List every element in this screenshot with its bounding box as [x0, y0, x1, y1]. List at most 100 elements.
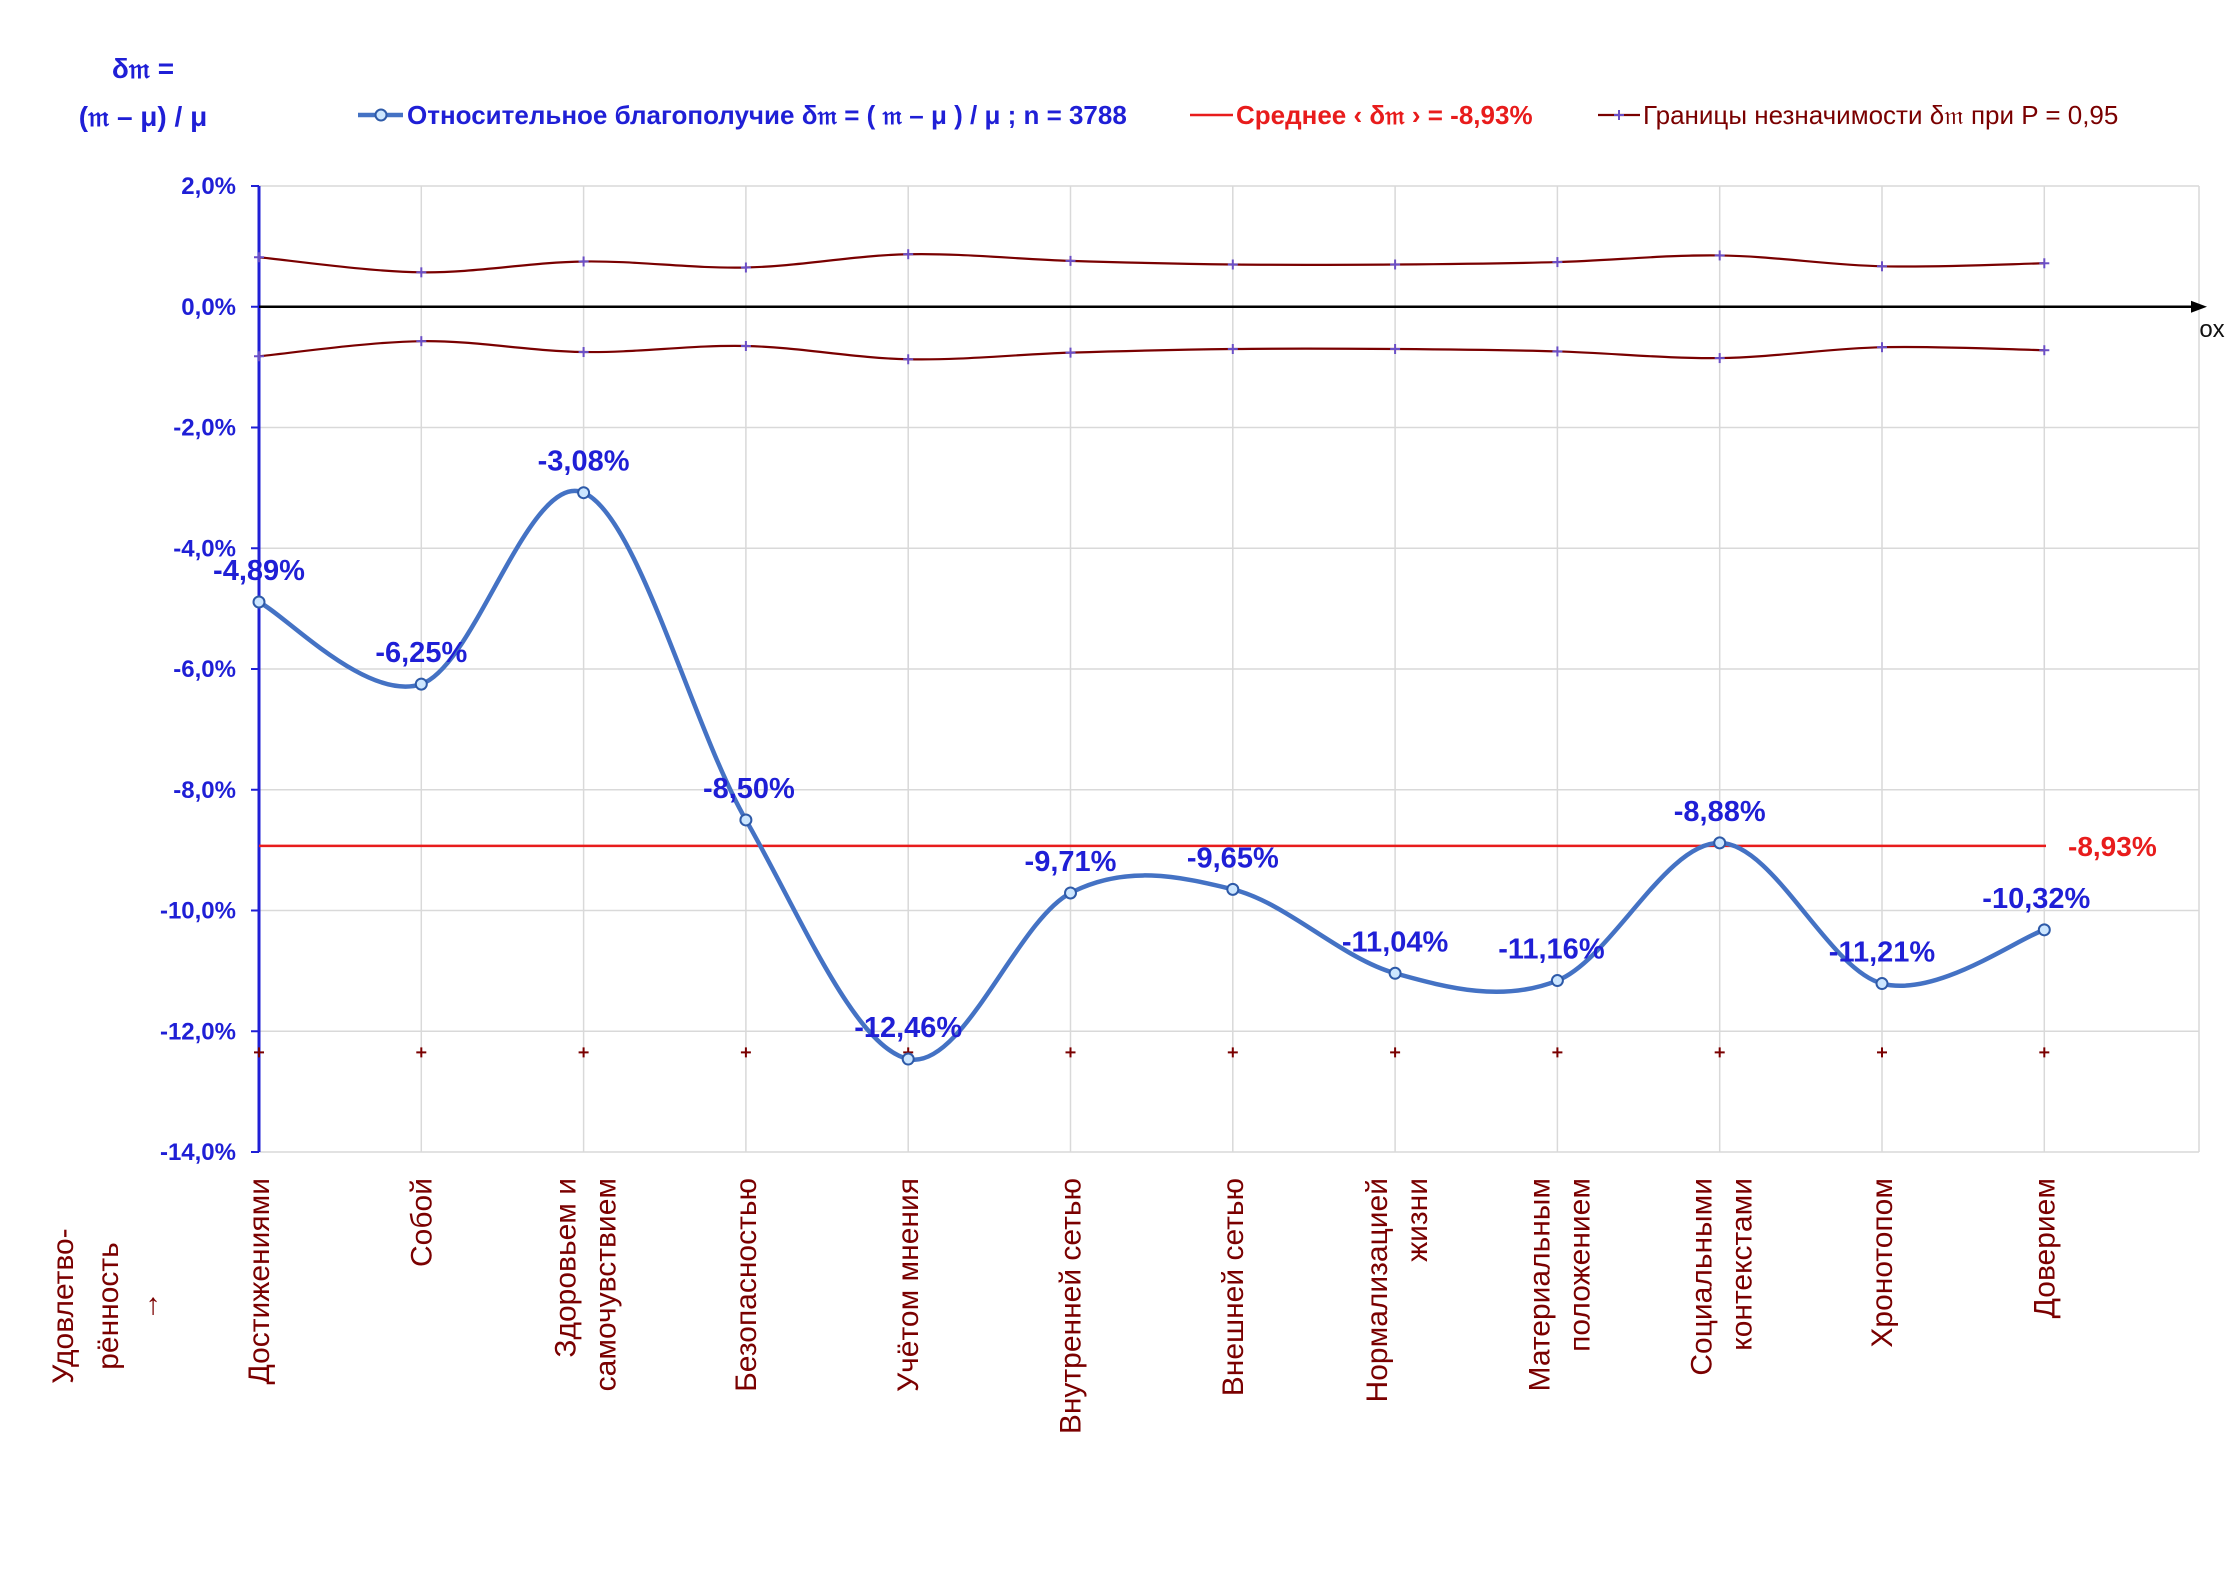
category-label-line: Собой	[405, 1178, 438, 1267]
upper-bound-point	[2039, 258, 2050, 269]
category-label: Достижениями	[243, 1178, 276, 1385]
category-label-line: жизни	[1401, 1178, 1434, 1262]
significance-bounds	[254, 249, 2050, 1058]
category-label: Хронотопом	[1866, 1178, 1899, 1348]
y-tick-label: 2,0%	[181, 173, 236, 200]
legend-marker-bounds	[1614, 110, 1624, 120]
category-label-line: Учётом мнения	[892, 1178, 925, 1392]
data-label: -9,71%	[1025, 846, 1117, 878]
bound-row-marker	[578, 1047, 589, 1058]
upper-bound-point	[1714, 250, 1725, 261]
category-label: Здоровьем и самочувствием	[550, 1178, 623, 1391]
bound-row-marker	[1552, 1047, 1563, 1058]
lower-bound-point	[254, 351, 264, 362]
data-point	[2037, 923, 2051, 937]
upper-bound-line	[258, 252, 2045, 274]
category-label: Материальным положением	[1523, 1178, 1596, 1391]
mean-value-label: -8,93%	[2068, 831, 2157, 862]
axes	[251, 185, 2207, 1153]
lower-bound-point	[1714, 353, 1725, 364]
data-point	[1226, 882, 1240, 896]
bound-row-marker	[254, 1047, 264, 1058]
data-label: -11,16%	[1498, 934, 1605, 966]
lower-bound-point	[1552, 346, 1563, 357]
data-label: -10,32%	[1982, 883, 2090, 915]
data-point	[1875, 977, 1889, 991]
data-label: -9,65%	[1187, 842, 1279, 874]
y-axis-title-line1: δ𝔪 =	[112, 53, 174, 84]
data-label: -4,89%	[213, 555, 305, 587]
y-tick-label: -2,0%	[173, 415, 236, 442]
category-label: Доверием	[2028, 1178, 2061, 1318]
x-row-title-line: Удовлетво-	[47, 1228, 80, 1383]
legend-item-bounds: Границы незначимости δ𝔪 при P = 0,95	[1598, 100, 2118, 130]
category-label-line: Здоровьем и	[550, 1178, 583, 1358]
category-label-line: Достижениями	[243, 1178, 276, 1385]
lower-bound-point	[578, 347, 589, 358]
data-label: -6,25%	[375, 637, 467, 669]
legend-text-mean: Среднее ‹ δ𝔪 › = -8,93%	[1236, 100, 1533, 130]
category-label-line: Внешней сетью	[1217, 1178, 1250, 1396]
upper-bound-point	[740, 262, 751, 273]
legend-item-mean: Среднее ‹ δ𝔪 › = -8,93%	[1190, 100, 1533, 130]
text-labels: 2,0% 0,0% -2,0% -4,0% -6,0% -8,0% -10,0% -12,0%…	[47, 53, 2225, 1434]
data-point	[414, 677, 428, 691]
y-tick-label: -6,0%	[173, 656, 236, 683]
bound-row-marker	[416, 1047, 427, 1058]
bound-row-marker	[1227, 1047, 1238, 1058]
legend-text-bounds: Границы незначимости δ𝔪 при P = 0,95	[1643, 100, 2118, 130]
mean-line-group: -8,93%	[259, 831, 2157, 862]
legend-item-main: Относительное благополучие δ𝔪 = ( 𝔪 – μ …	[358, 100, 1127, 130]
category-label-line: самочувствием	[590, 1178, 623, 1391]
category-label: Социальными контекстами	[1686, 1178, 1759, 1376]
y-tick-label: -4,0%	[173, 535, 236, 562]
lower-bound-point	[1877, 342, 1887, 353]
data-label: -8,88%	[1674, 796, 1766, 828]
category-label-line: Хронотопом	[1866, 1178, 1899, 1348]
upper-bound-point	[416, 267, 427, 278]
category-label-line: Внутренней сетью	[1055, 1178, 1088, 1434]
category-label-line: Безопасностью	[730, 1178, 763, 1392]
category-label-line: Доверием	[2028, 1178, 2061, 1318]
data-point	[901, 1052, 915, 1066]
data-label: -12,46%	[854, 1012, 962, 1044]
x-row-title: Удовлетво-рённость →	[47, 1228, 165, 1383]
y-tick-label: -14,0%	[160, 1139, 236, 1166]
data-point	[739, 813, 753, 827]
main-series-line	[257, 488, 2046, 1062]
x-row-title-line: →	[132, 1291, 165, 1321]
data-label: -11,04%	[1342, 926, 1449, 958]
y-tick-label: -8,0%	[173, 777, 236, 804]
y-tick-label: -10,0%	[160, 898, 236, 925]
legend-text-main: Относительное благополучие δ𝔪 = ( 𝔪 – μ …	[407, 100, 1127, 130]
data-point	[1550, 974, 1564, 988]
y-tick-label: -12,0%	[160, 1018, 236, 1045]
upper-bound-point	[1552, 257, 1563, 268]
lower-bound-point	[1390, 344, 1401, 355]
y-tick-label: 0,0%	[181, 294, 236, 321]
lower-bound-point	[1227, 344, 1238, 355]
x-axis-arrowhead	[2191, 300, 2207, 313]
category-label: Нормализацией жизни	[1361, 1178, 1434, 1402]
x-axis-name: ox	[2199, 316, 2224, 343]
upper-bound-point	[578, 256, 589, 267]
data-point	[1713, 836, 1727, 850]
category-label-line: Материальным	[1523, 1178, 1556, 1391]
lower-bound-point	[903, 354, 914, 365]
bound-row-marker	[1390, 1047, 1401, 1058]
lower-bound-point	[2039, 345, 2050, 356]
category-label: Безопасностью	[730, 1178, 763, 1392]
lower-bound-point	[740, 340, 751, 351]
data-label: -11,21%	[1829, 937, 1936, 969]
category-label: Внешней сетью	[1217, 1178, 1250, 1396]
bound-row-marker	[1714, 1047, 1725, 1058]
data-point	[252, 595, 266, 609]
x-row-title-line: рённость	[92, 1242, 125, 1370]
upper-bound-point	[1877, 261, 1887, 272]
upper-bound-point	[1390, 259, 1401, 270]
category-label-line: Нормализацией	[1361, 1178, 1394, 1402]
data-label: -8,50%	[703, 773, 795, 805]
data-point	[577, 486, 591, 500]
